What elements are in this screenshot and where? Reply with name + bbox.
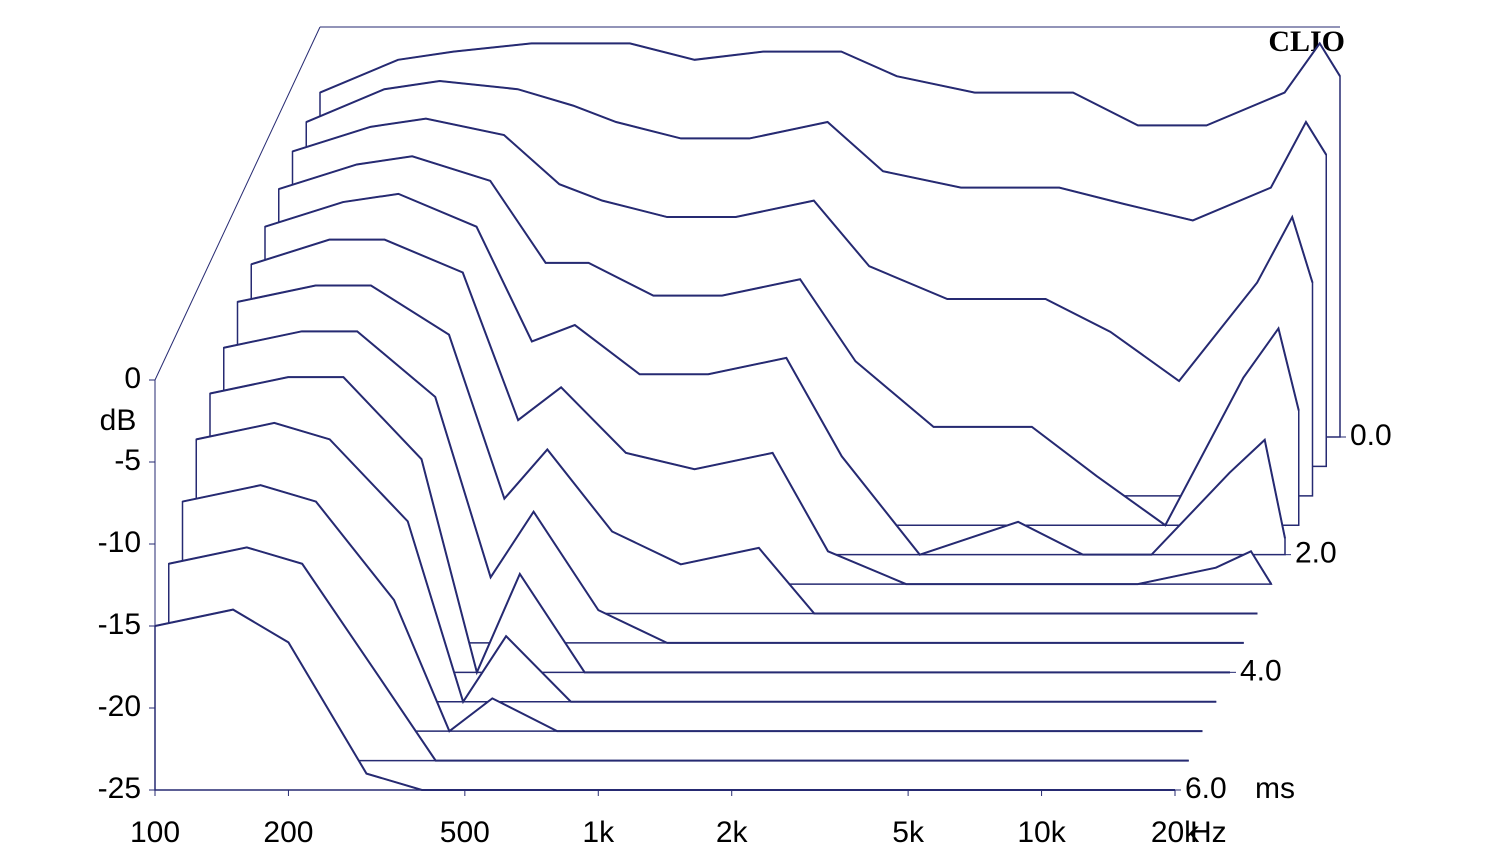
- t-tick-label: 2.0: [1295, 537, 1337, 570]
- y-tick-label: -5: [114, 444, 141, 477]
- x-tick-label: 5k: [892, 816, 925, 849]
- slice-line: [168, 546, 1189, 762]
- slice-line: [209, 376, 1230, 676]
- t-tick-label: 4.0: [1240, 654, 1282, 687]
- y-tick-label: -15: [98, 608, 141, 641]
- slice-line: [278, 155, 1300, 527]
- slice-line: [154, 608, 1175, 791]
- y-tick-label: 0: [124, 362, 141, 395]
- x-tick-label: 10k: [1017, 816, 1066, 849]
- x-tick-label: 20k: [1151, 816, 1200, 849]
- x-tick-label: 200: [263, 816, 313, 849]
- y-tick-label: -25: [98, 772, 141, 805]
- x-tick-label: 2k: [716, 816, 749, 849]
- t-unit: ms: [1255, 772, 1295, 805]
- x-unit: Hz: [1190, 816, 1227, 849]
- t-tick-label: 6.0: [1185, 772, 1227, 805]
- slice-line: [250, 238, 1273, 586]
- y-tick-label: -10: [98, 526, 141, 559]
- brand: CLIO: [1268, 25, 1345, 58]
- slice-line: [264, 192, 1286, 556]
- slice-line: [319, 41, 1341, 127]
- frame-line: [154, 26, 321, 381]
- slice-line: [292, 117, 1314, 383]
- y-tick-label: -20: [98, 690, 141, 723]
- slice-line: [182, 484, 1203, 733]
- slice-line: [223, 330, 1244, 644]
- slice-line: [305, 80, 1328, 222]
- slice-line: [237, 284, 1258, 615]
- x-tick-label: 100: [130, 816, 180, 849]
- y-axis-label: dB: [100, 404, 137, 437]
- t-tick-label: 0.0: [1350, 419, 1392, 452]
- x-tick-label: 1k: [582, 816, 615, 849]
- x-tick-label: 500: [440, 816, 490, 849]
- slice-line: [196, 421, 1217, 705]
